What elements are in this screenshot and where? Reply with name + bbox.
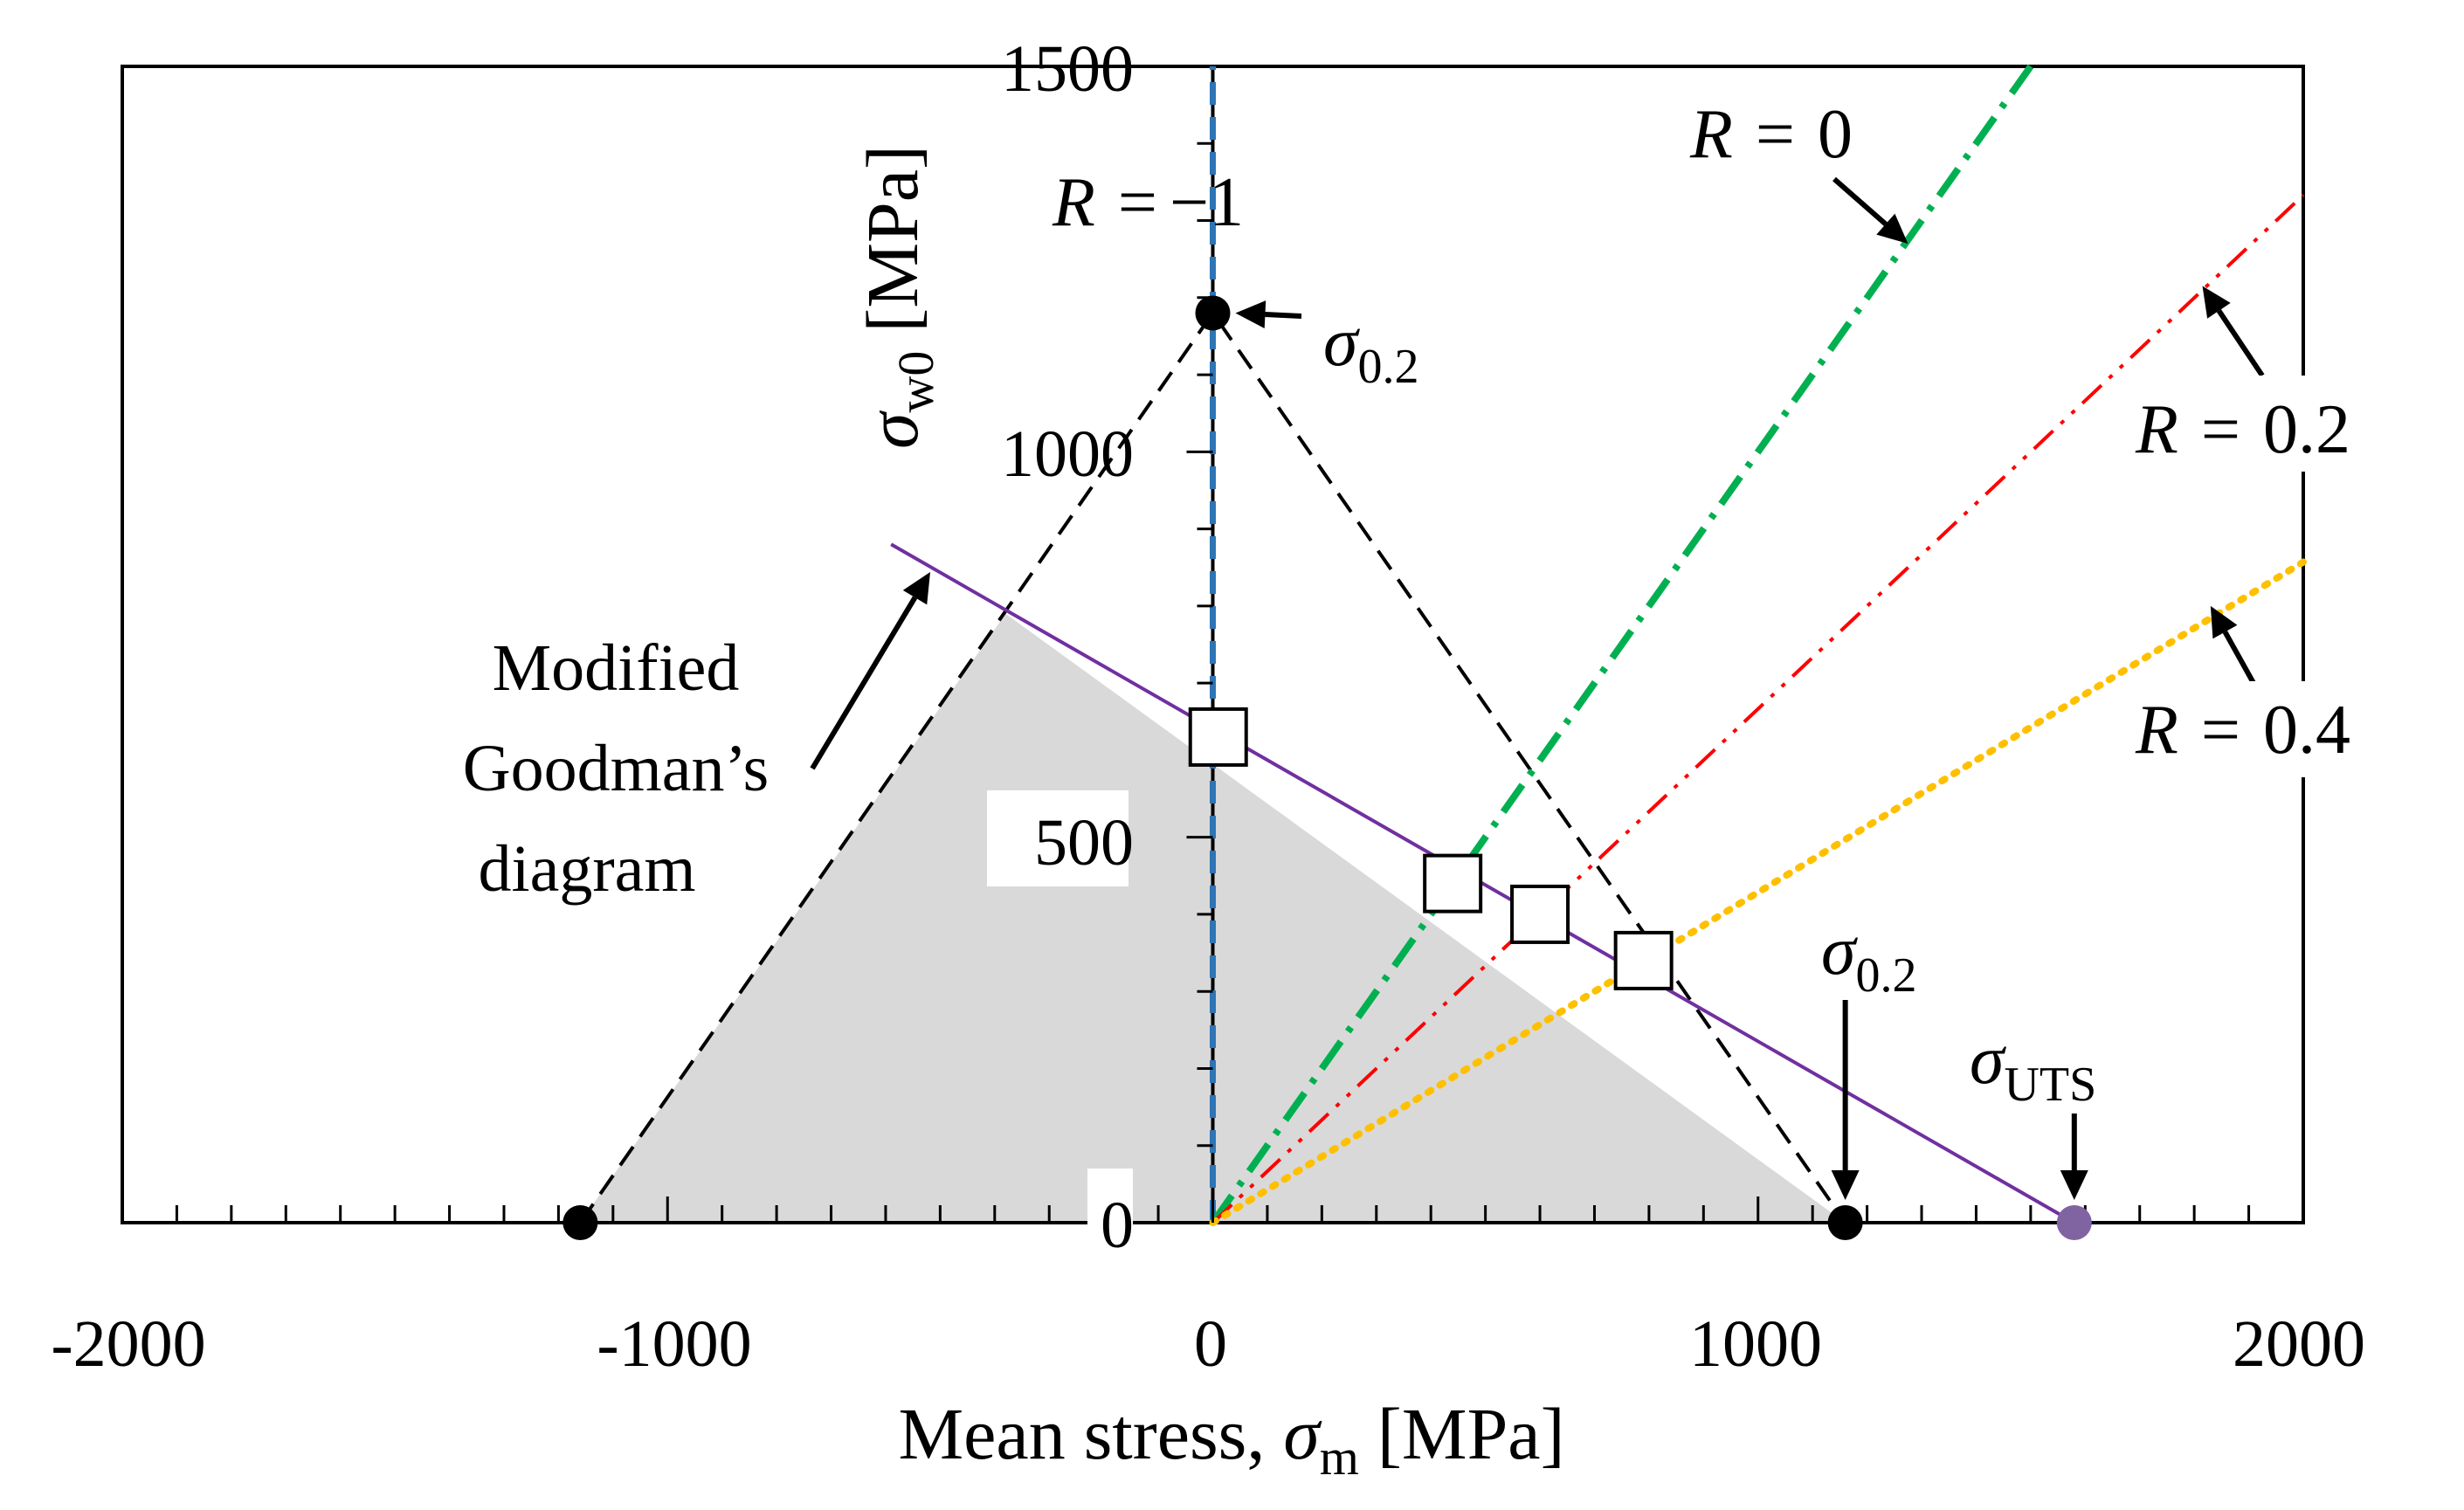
arrow-r0 bbox=[1832, 176, 1908, 245]
arrow-sigma02-top-head bbox=[1235, 300, 1267, 329]
marker-data-point-4 bbox=[1613, 930, 1674, 990]
sigma-02-right-label: σ0.2 bbox=[1821, 913, 1916, 1003]
r-minus1-label: R = −1 bbox=[1052, 164, 1244, 241]
marker-layer bbox=[563, 295, 2092, 1240]
arrow-sigma02-right-head bbox=[1831, 1170, 1860, 1200]
arrow-r02-shaft bbox=[2216, 309, 2265, 377]
arrow-r02 bbox=[2202, 286, 2265, 377]
marker-data-point-3 bbox=[1510, 884, 1570, 944]
goodman-label-line1: Modified bbox=[493, 631, 740, 705]
x-tick-label-1000: 1000 bbox=[1689, 1307, 1822, 1381]
sigma-uts-label: σUTS bbox=[1970, 1022, 2096, 1112]
series-layer bbox=[578, 64, 2307, 1226]
y-tick-label-500: 500 bbox=[1034, 806, 1134, 879]
series-r-0 bbox=[1210, 64, 2034, 1225]
goodman-label-line3: diagram bbox=[478, 832, 695, 906]
marker-uts-point bbox=[2056, 1205, 2092, 1240]
r-04-label-backing bbox=[2127, 681, 2389, 777]
y-tick-label-1500: 1500 bbox=[1001, 32, 1134, 106]
arrow-goodman bbox=[810, 572, 930, 770]
y-tick-0-backing bbox=[1087, 1169, 1133, 1238]
arrow-layer bbox=[810, 176, 2265, 1200]
arrow-r0-head bbox=[1876, 213, 1908, 245]
arrow-r0-shaft bbox=[1832, 176, 1888, 226]
series-r-0-2 bbox=[1211, 193, 2305, 1224]
series-modified-goodman-s-diagram bbox=[890, 542, 2075, 1224]
y-tick-500-backing bbox=[987, 790, 1128, 886]
arrow-goodman-shaft bbox=[810, 596, 918, 770]
x-axis-title: Mean stress, σm [MPa] bbox=[898, 1394, 1564, 1486]
marker-yield-point-top bbox=[1195, 295, 1231, 331]
marker-yield-point-right bbox=[1827, 1205, 1863, 1240]
marker-data-point-2 bbox=[1423, 853, 1483, 914]
r-02-label-backing bbox=[2127, 376, 2389, 472]
y-tick-label-0: 0 bbox=[1101, 1189, 1134, 1262]
arrow-sigma-uts-head bbox=[2060, 1170, 2088, 1200]
tick-layer bbox=[175, 141, 2251, 1223]
y-axis-title-backing bbox=[834, 83, 935, 493]
arrow-r04-head bbox=[2210, 605, 2238, 639]
arrow-r02-head bbox=[2202, 286, 2231, 319]
arrow-sigma02-top-shaft bbox=[1265, 312, 1302, 319]
sigma-02-top-label: σ0.2 bbox=[1323, 304, 1418, 394]
x-tick-label-minus2000: -2000 bbox=[51, 1307, 205, 1381]
x-tick-label-minus1000: -1000 bbox=[597, 1307, 751, 1381]
marker-data-point-1 bbox=[1188, 707, 1248, 767]
y-axis-title: σw0 [MPa] bbox=[852, 145, 944, 449]
r-0-label: R = 0 bbox=[1689, 96, 1853, 173]
series-yield-boundary bbox=[578, 309, 1847, 1224]
r-04-label: R = 0.4 bbox=[2135, 692, 2350, 769]
arrow-goodman-head bbox=[902, 572, 930, 605]
goodman-label-line2: Goodman’s bbox=[463, 732, 769, 805]
arrow-sigma02-right bbox=[1831, 1000, 1860, 1200]
y-tick-label-1000: 1000 bbox=[1001, 417, 1134, 491]
x-tick-label-2000: 2000 bbox=[2233, 1307, 2365, 1381]
marker-yield-point-left bbox=[563, 1205, 598, 1240]
arrow-sigma-uts bbox=[2060, 1114, 2088, 1200]
x-tick-label-0: 0 bbox=[1194, 1307, 1227, 1381]
arrow-sigma02-top bbox=[1235, 300, 1302, 329]
series-r-0-4 bbox=[1209, 558, 2307, 1226]
r-02-label: R = 0.2 bbox=[2135, 391, 2350, 468]
